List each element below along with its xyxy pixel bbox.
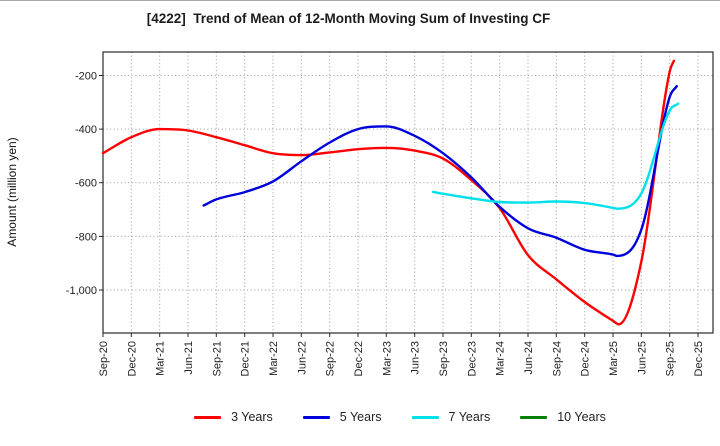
y-tick-labels: -200 -400 -600 -800 -1,000	[66, 71, 97, 298]
y-tick-label--1000: -1,000	[66, 285, 97, 297]
legend-item-3-years: 3 Years	[194, 410, 273, 424]
x-tick-label-mar-21: Mar-21	[155, 341, 167, 376]
x-tick-label-jun-21: Jun-21	[183, 341, 195, 375]
legend-item-7-years: 7 Years	[411, 410, 491, 424]
legend-swatch-7-years	[411, 415, 439, 419]
chart-title: [4222] Trend of Mean of 12-Month Moving …	[146, 11, 551, 26]
x-tick-label-dec-22: Dec-22	[353, 341, 365, 376]
x-tick-label-sep-20: Sep-20	[98, 341, 110, 376]
y-tick-label--600: -600	[75, 178, 97, 190]
x-tick-label-dec-20: Dec-20	[126, 341, 138, 376]
x-tick-label-dec-21: Dec-21	[240, 341, 252, 376]
legend-label-10-years: 10 Years	[557, 410, 606, 424]
x-tick-labels: Sep-20 Dec-20 Mar-21 Jun-21 Sep-21 Dec-21 Mar-…	[98, 341, 705, 376]
legend-swatch-3-years	[194, 415, 222, 419]
x-tick-label-sep-23: Sep-23	[438, 341, 450, 376]
x-tick-label-mar-24: Mar-24	[495, 341, 507, 376]
legend-item-5-years: 5 Years	[302, 410, 382, 424]
series-line-7-years	[431, 102, 680, 210]
x-tick-label-dec-24: Dec-24	[580, 341, 592, 376]
legend-item-10-years: 10 Years	[520, 410, 606, 424]
series-line-3-years	[101, 59, 676, 326]
legend-swatch-10-years	[520, 415, 548, 419]
x-tick-label-sep-22: Sep-22	[325, 341, 337, 376]
x-tick-label-mar-23: Mar-23	[381, 341, 393, 376]
y-tick-label--400: -400	[75, 124, 97, 136]
x-tick-label-jun-22: Jun-22	[296, 341, 308, 375]
x-tick-label-sep-21: Sep-21	[211, 341, 223, 376]
legend: 3 Years 5 Years 7 Years 10 Years	[83, 410, 717, 424]
x-tick-label-dec-25: Dec-25	[693, 341, 705, 376]
x-tick-label-dec-23: Dec-23	[466, 341, 478, 376]
x-tick-label-sep-24: Sep-24	[551, 341, 563, 376]
y-tick-label--200: -200	[75, 71, 97, 83]
x-tick-label-mar-22: Mar-22	[268, 341, 280, 376]
y-tick-label--800: -800	[75, 231, 97, 243]
x-tick-label-sep-25: Sep-25	[665, 341, 677, 376]
legend-swatch-5-years	[302, 415, 330, 419]
plot-border	[102, 51, 714, 334]
y-axis-title: Amount (million yen)	[5, 137, 19, 246]
legend-label-5-years: 5 Years	[339, 410, 382, 424]
x-tick-label-mar-25: Mar-25	[608, 341, 620, 376]
legend-label-7-years: 7 Years	[448, 410, 491, 424]
axis-tick-marks	[99, 75, 699, 337]
legend-label-3-years: 3 Years	[231, 410, 273, 424]
x-tick-label-jun-25: Jun-25	[636, 341, 648, 375]
x-tick-label-jun-23: Jun-23	[410, 341, 422, 375]
series-lines	[101, 59, 680, 326]
x-tick-label-jun-24: Jun-24	[523, 341, 535, 375]
gridlines	[102, 52, 713, 333]
series-line-5-years	[202, 85, 678, 258]
